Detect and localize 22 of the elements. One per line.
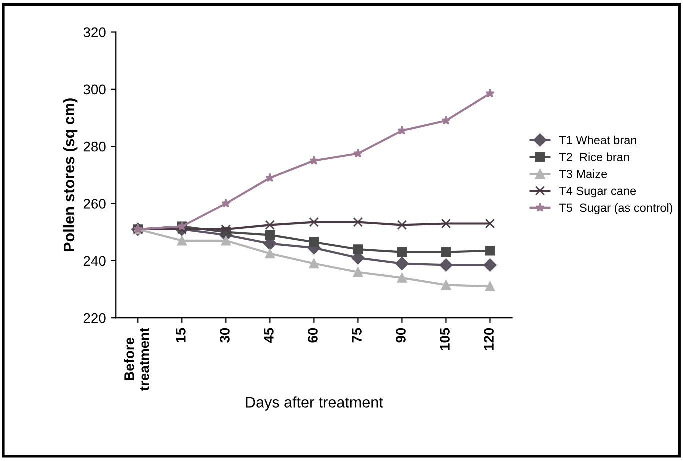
y-axis-title: Pollen stores (sq cm) <box>63 98 78 252</box>
x-tick-label: 90 <box>396 328 406 343</box>
x-tick-label: 15 <box>176 328 186 342</box>
legend-label: T2 Rice bran <box>559 152 630 162</box>
y-tick-label: 300 <box>84 84 106 95</box>
x-tick-label: 105 <box>440 328 450 350</box>
y-tick-label: 320 <box>84 28 106 38</box>
x-tick-label: 75 <box>352 328 362 343</box>
legend-label: T4 Sugar cane <box>559 186 636 198</box>
x-tick-label: 30 <box>220 328 230 343</box>
y-tick-label: 220 <box>84 313 106 324</box>
x-tick-label: Before treatment <box>124 328 150 391</box>
legend-label: T3 Maize <box>559 170 608 178</box>
legend-label: T5 Sugar (as control) <box>559 203 673 214</box>
y-tick-label: 240 <box>84 256 106 266</box>
y-tick-label: 260 <box>84 199 106 209</box>
y-tick-label: 280 <box>84 142 106 152</box>
x-tick-label: 120 <box>484 328 494 350</box>
x-tick-label: 60 <box>308 328 318 343</box>
x-tick-label: 45 <box>264 328 274 344</box>
legend-label: T1 Wheat bran <box>559 136 636 145</box>
x-axis-title: Days after treatment <box>246 396 384 411</box>
